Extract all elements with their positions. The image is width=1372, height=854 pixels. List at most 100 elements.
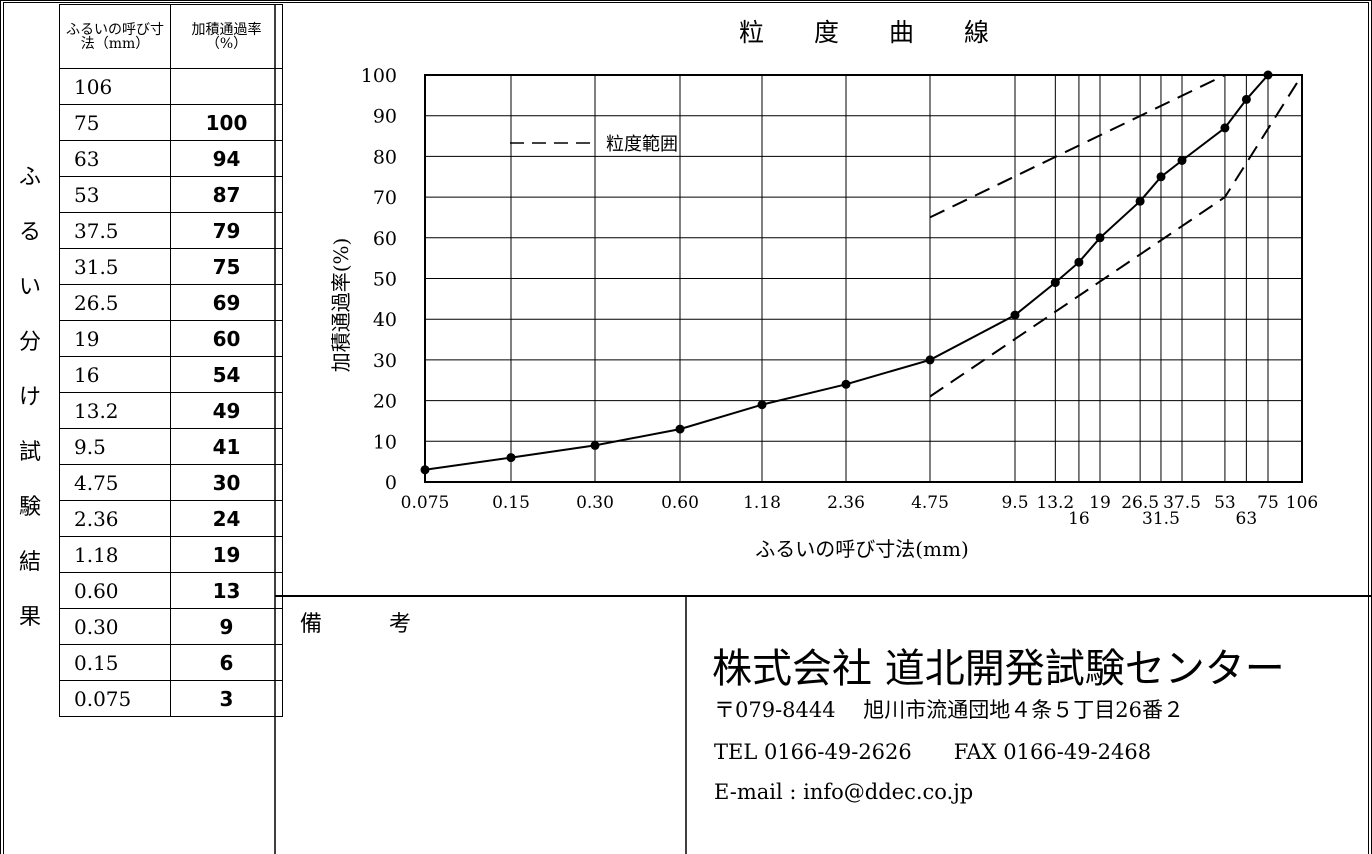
data-point (841, 379, 851, 389)
y-tick-label: 90 (373, 106, 397, 128)
side-title: ふ る い 分 け 試 験 結 果 (10, 150, 50, 645)
company-email: E-mail : info@ddec.co.jp (714, 780, 974, 804)
x-tick-label: 106 (1286, 493, 1318, 513)
y-axis-label: 加積通過率(%) (329, 238, 353, 373)
table-row: 53 87 (59, 176, 283, 213)
table-row: 13.2 49 (59, 392, 283, 429)
sieve-results-table: ふるいの呼び寸法（mm） 加積通過率（%） 106 75 100 63 94 53 87 37… (59, 4, 283, 717)
sieve-size-cell: 0.15 (59, 644, 171, 681)
sieve-size-cell: 13.2 (59, 392, 171, 429)
sieve-size-cell: 26.5 (59, 284, 171, 321)
data-point (506, 453, 516, 463)
sieve-size-cell: 63 (59, 140, 171, 177)
x-tick-label: 16 (1068, 509, 1090, 529)
passing-percent-cell: 94 (170, 140, 283, 177)
table-row: 16 54 (59, 356, 283, 393)
passing-percent-cell: 9 (170, 608, 283, 645)
grading-range-line (929, 74, 1226, 219)
x-tick-label: 0.075 (401, 493, 450, 513)
x-axis-label: ふるいの呼び寸法(mm) (755, 537, 969, 561)
company-name: 株式会社 道北開発試験センター (712, 646, 1285, 692)
sieve-size-cell: 0.075 (59, 680, 171, 717)
x-tick-label: 0.15 (492, 493, 530, 513)
table-row: 26.5 69 (59, 284, 283, 321)
table-row: 4.75 30 (59, 464, 283, 501)
x-tick-label: 53 (1214, 493, 1236, 513)
side-title-char: け (18, 385, 41, 410)
side-title-char: 結 (18, 550, 41, 575)
x-tick-label: 75 (1257, 493, 1279, 513)
sieve-size-cell: 16 (59, 356, 171, 393)
table-row: 2.36 24 (59, 500, 283, 537)
passing-percent-cell: 24 (170, 500, 283, 537)
data-point (1050, 278, 1060, 288)
x-tick-label: 26.5 (1121, 493, 1159, 513)
side-title-char: 験 (18, 495, 41, 520)
x-tick-label: 1.18 (743, 493, 781, 513)
passing-percent-cell: 60 (170, 320, 283, 357)
y-tick-label: 0 (385, 472, 397, 494)
y-tick-label: 50 (373, 269, 397, 291)
x-tick-label: 63 (1236, 509, 1258, 529)
y-tick-label: 70 (373, 187, 397, 209)
data-point (1135, 196, 1145, 206)
table-row: 106 (59, 68, 283, 105)
passing-percent-cell: 41 (170, 428, 283, 465)
side-title-char: る (18, 220, 41, 245)
side-title-char: ふ (18, 165, 41, 190)
table-row: 9.5 41 (59, 428, 283, 465)
company-tel-fax: TEL 0166-49-2626 FAX 0166-49-2468 (714, 740, 1152, 764)
table-row: 0.60 13 (59, 572, 283, 609)
sieve-size-cell: 75 (59, 104, 171, 141)
x-tick-label: 9.5 (1001, 493, 1028, 513)
passing-percent-cell: 75 (170, 248, 283, 285)
data-point (1220, 123, 1230, 133)
sieve-size-cell: 106 (59, 68, 171, 105)
x-tick-label: 0.60 (661, 493, 699, 513)
table-row: 0.30 9 (59, 608, 283, 645)
table-row: 37.5 79 (59, 212, 283, 249)
data-point (1263, 70, 1273, 80)
sieve-size-cell: 53 (59, 176, 171, 213)
plot-border (424, 74, 1303, 483)
passing-percent-cell: 69 (170, 284, 283, 321)
table-row: 0.075 3 (59, 680, 283, 717)
y-tick-label: 20 (373, 391, 397, 413)
sieve-size-cell: 31.5 (59, 248, 171, 285)
table-row: 31.5 75 (59, 248, 283, 285)
y-tick-label: 30 (373, 350, 397, 372)
data-point (1095, 233, 1105, 243)
table-row: 19 60 (59, 320, 283, 357)
y-tick-label: 100 (361, 65, 397, 87)
passing-percent-cell: 79 (170, 212, 283, 249)
passing-percent-cell: 100 (170, 104, 283, 141)
x-tick-label: 2.36 (827, 493, 865, 513)
passing-percent-cell: 3 (170, 680, 283, 717)
y-tick-label: 10 (373, 431, 397, 453)
x-tick-label: 31.5 (1142, 509, 1180, 529)
x-tick-label: 4.75 (911, 493, 949, 513)
data-point (590, 440, 600, 450)
data-point (675, 424, 685, 434)
table-row: 63 94 (59, 140, 283, 177)
data-point (1074, 257, 1084, 267)
company-address: 〒079-8444 旭川市流通団地４条５丁目26番２ (714, 698, 1185, 722)
x-tick-label: 0.30 (576, 493, 614, 513)
remarks-label: 備 考 (300, 612, 441, 637)
passing-percent-cell: 87 (170, 176, 283, 213)
header-sieve-size: ふるいの呼び寸法（mm） (59, 4, 171, 69)
sieve-size-cell: 0.30 (59, 608, 171, 645)
data-point (420, 465, 430, 475)
data-point (1177, 156, 1187, 165)
side-title-char: 果 (18, 605, 41, 630)
data-point (757, 400, 767, 410)
table-row: 75 100 (59, 104, 283, 141)
y-tick-label: 80 (373, 146, 397, 168)
data-point (1156, 172, 1166, 182)
side-title-char: い (18, 275, 41, 300)
y-tick-label: 40 (373, 309, 397, 331)
table-row: 1.18 19 (59, 536, 283, 573)
data-point (1010, 310, 1020, 320)
